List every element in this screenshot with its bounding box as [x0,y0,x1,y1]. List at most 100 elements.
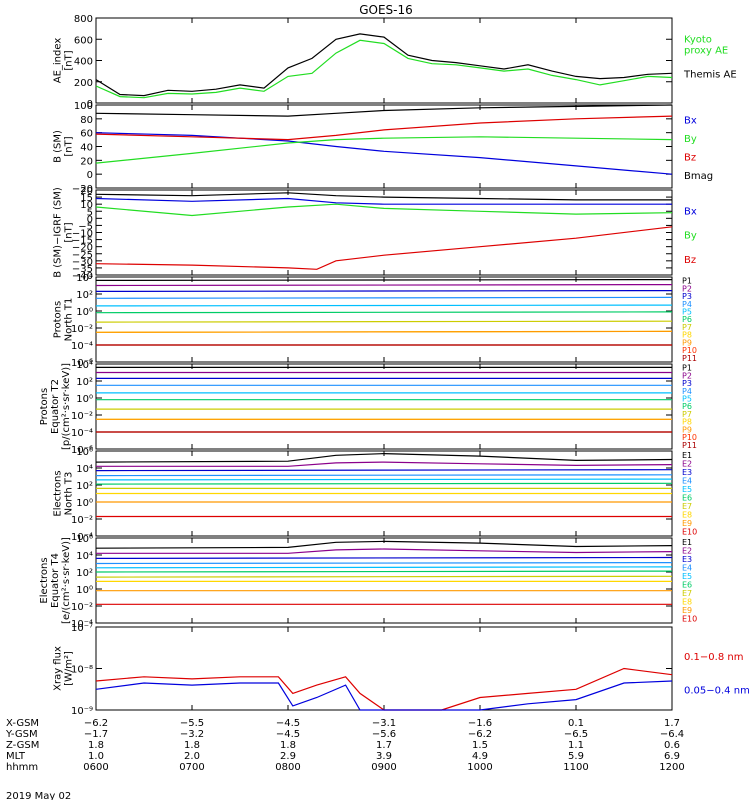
y-axis-label: Xray flux [53,646,64,691]
series-line-Bz [95,226,673,270]
y-tick-label: 60 [80,129,93,140]
y-axis-label: [e/(cm²·s·sr·keV)] [61,537,72,624]
panel-frame [95,626,673,711]
y-tick-label: 10⁶ [76,447,93,458]
x-axis-value: 2.0 [184,751,200,762]
series-line-Bx [95,197,672,205]
legend-label: P9 [682,338,692,347]
y-tick-label: −20 [72,184,93,195]
y-axis-label: Protons [39,388,50,425]
y-tick-label: 10² [76,568,93,579]
x-axis-value: 0.6 [664,740,680,751]
y-tick-label: 10⁴ [76,273,93,284]
legend-label: P2 [682,284,692,293]
legend-label: E10 [682,528,697,537]
legend-label: E9 [682,519,692,528]
panel-xray: 10⁻⁷ 10⁻⁸ 10⁻⁹ Xray flux [W/m²] 0.1−0.8 nm 0.0… [53,623,750,717]
panel-electrons_t4: 10⁶ 10⁴ 10² 10⁰ 10⁻² 10⁻⁴ Electrons Equator T4[… [39,534,697,630]
y-tick-label: 10⁻⁸ [71,665,93,676]
y-axis-label: Equator T4 [50,553,61,608]
y-axis-label: AE_index [53,38,64,84]
y-tick-label: 10⁰ [76,498,93,509]
series-line-By [95,203,673,217]
x-axis-value: 6.9 [664,751,680,762]
x-axis-value: −1.7 [84,729,108,740]
y-tick-label: −35 [72,264,93,275]
y-tick-label: 10⁴ [76,360,93,371]
y-tick-label: 10⁻⁴ [71,428,93,439]
y-tick-label: 400 [74,57,93,68]
y-axis-label: Protons [53,301,64,338]
x-axis-value: 1.7 [664,718,680,729]
y-tick-label: 10⁻² [71,602,93,613]
legend-label: P8 [682,331,692,340]
x-axis-value: −6.2 [84,718,108,729]
panel-frame [95,104,673,189]
legend-label: E6 [682,581,692,590]
y-tick-label: 80 [80,115,93,126]
x-axis-value: −4.5 [276,718,300,729]
series-line-E7 [95,575,673,578]
legend-label: P6 [682,402,692,411]
legend-label: P1 [682,364,692,373]
y-tick-label: −5 [78,221,93,232]
x-axis-value: 0800 [275,762,300,773]
legend-label: P5 [682,307,692,316]
y-axis-label: B (SM) [53,130,64,163]
panel-protons_t1: 10⁴ 10² 10⁰ 10⁻² 10⁻⁴ 10⁻⁶ Protons North T1 P1P2… [53,273,698,369]
legend-label: P10 [682,346,697,355]
x-axis-value: 1.8 [280,740,296,751]
y-tick-label: 10⁴ [76,551,93,562]
y-tick-label: 600 [74,35,93,46]
x-axis-value: 1.8 [88,740,104,751]
y-tick-label: 20 [80,186,93,197]
series-line-trace-3 [95,192,672,201]
x-axis-table: X-GSMY-GSMZ-GSMMLThhmm−6.2−1.71.81.00600… [5,718,685,773]
x-axis-value: 4.9 [472,751,488,762]
legend-label: E4 [682,564,692,573]
y-tick-label: 10⁻² [71,515,93,526]
y-tick-label: 10⁴ [76,464,93,475]
legend-label: E3 [682,468,692,477]
legend-label: P2 [682,371,692,380]
legend-label: Themis AE [683,70,737,81]
x-axis-value: −3.1 [372,718,396,729]
legend-label: E2 [682,460,692,469]
y-tick-label: 20 [80,156,93,167]
series-line-E6 [95,570,673,573]
y-tick-label: 800 [74,14,93,25]
y-tick-label: 10⁻⁶ [71,445,93,456]
y-tick-label: 10⁻⁶ [71,358,93,369]
series-line-E5 [95,478,673,481]
series-line-E1 [95,540,673,549]
panel-bsm: 100 80 60 40 20 0 −20 B (SM) [nT] Bx By Bz Bmag [53,101,714,195]
y-axis-label: North T1 [64,298,75,342]
legend-label: P5 [682,394,692,403]
series-line-E3 [95,556,673,560]
legend-label: P7 [682,410,692,419]
x-axis-value: 1000 [467,762,492,773]
y-tick-label: 10⁻⁴ [71,532,93,543]
series-line-Themis AE [95,33,673,97]
y-tick-label: 10⁻² [71,324,93,335]
legend-label: 0.1−0.8 nm [684,652,743,663]
legend-label: Bz [684,255,696,266]
legend-label: E10 [682,615,697,624]
legend-label: 0.05−0.4 nm [684,685,750,696]
y-tick-label: 5 [87,207,93,218]
legend-label: E2 [682,547,692,556]
series-line-0.05−0.4 nm [95,680,673,711]
series-line-E2 [96,461,673,467]
series-line-Bmag [95,104,673,117]
x-axis-value: 1200 [659,762,684,773]
y-tick-label: 15 [80,193,93,204]
x-axis-value: 1.7 [376,740,392,751]
x-axis-value: 5.9 [568,751,584,762]
x-axis-value: 0700 [179,762,204,773]
legend-label: P11 [682,441,697,450]
series-line-P3 [95,290,673,292]
y-tick-label: 10⁶ [76,534,93,545]
